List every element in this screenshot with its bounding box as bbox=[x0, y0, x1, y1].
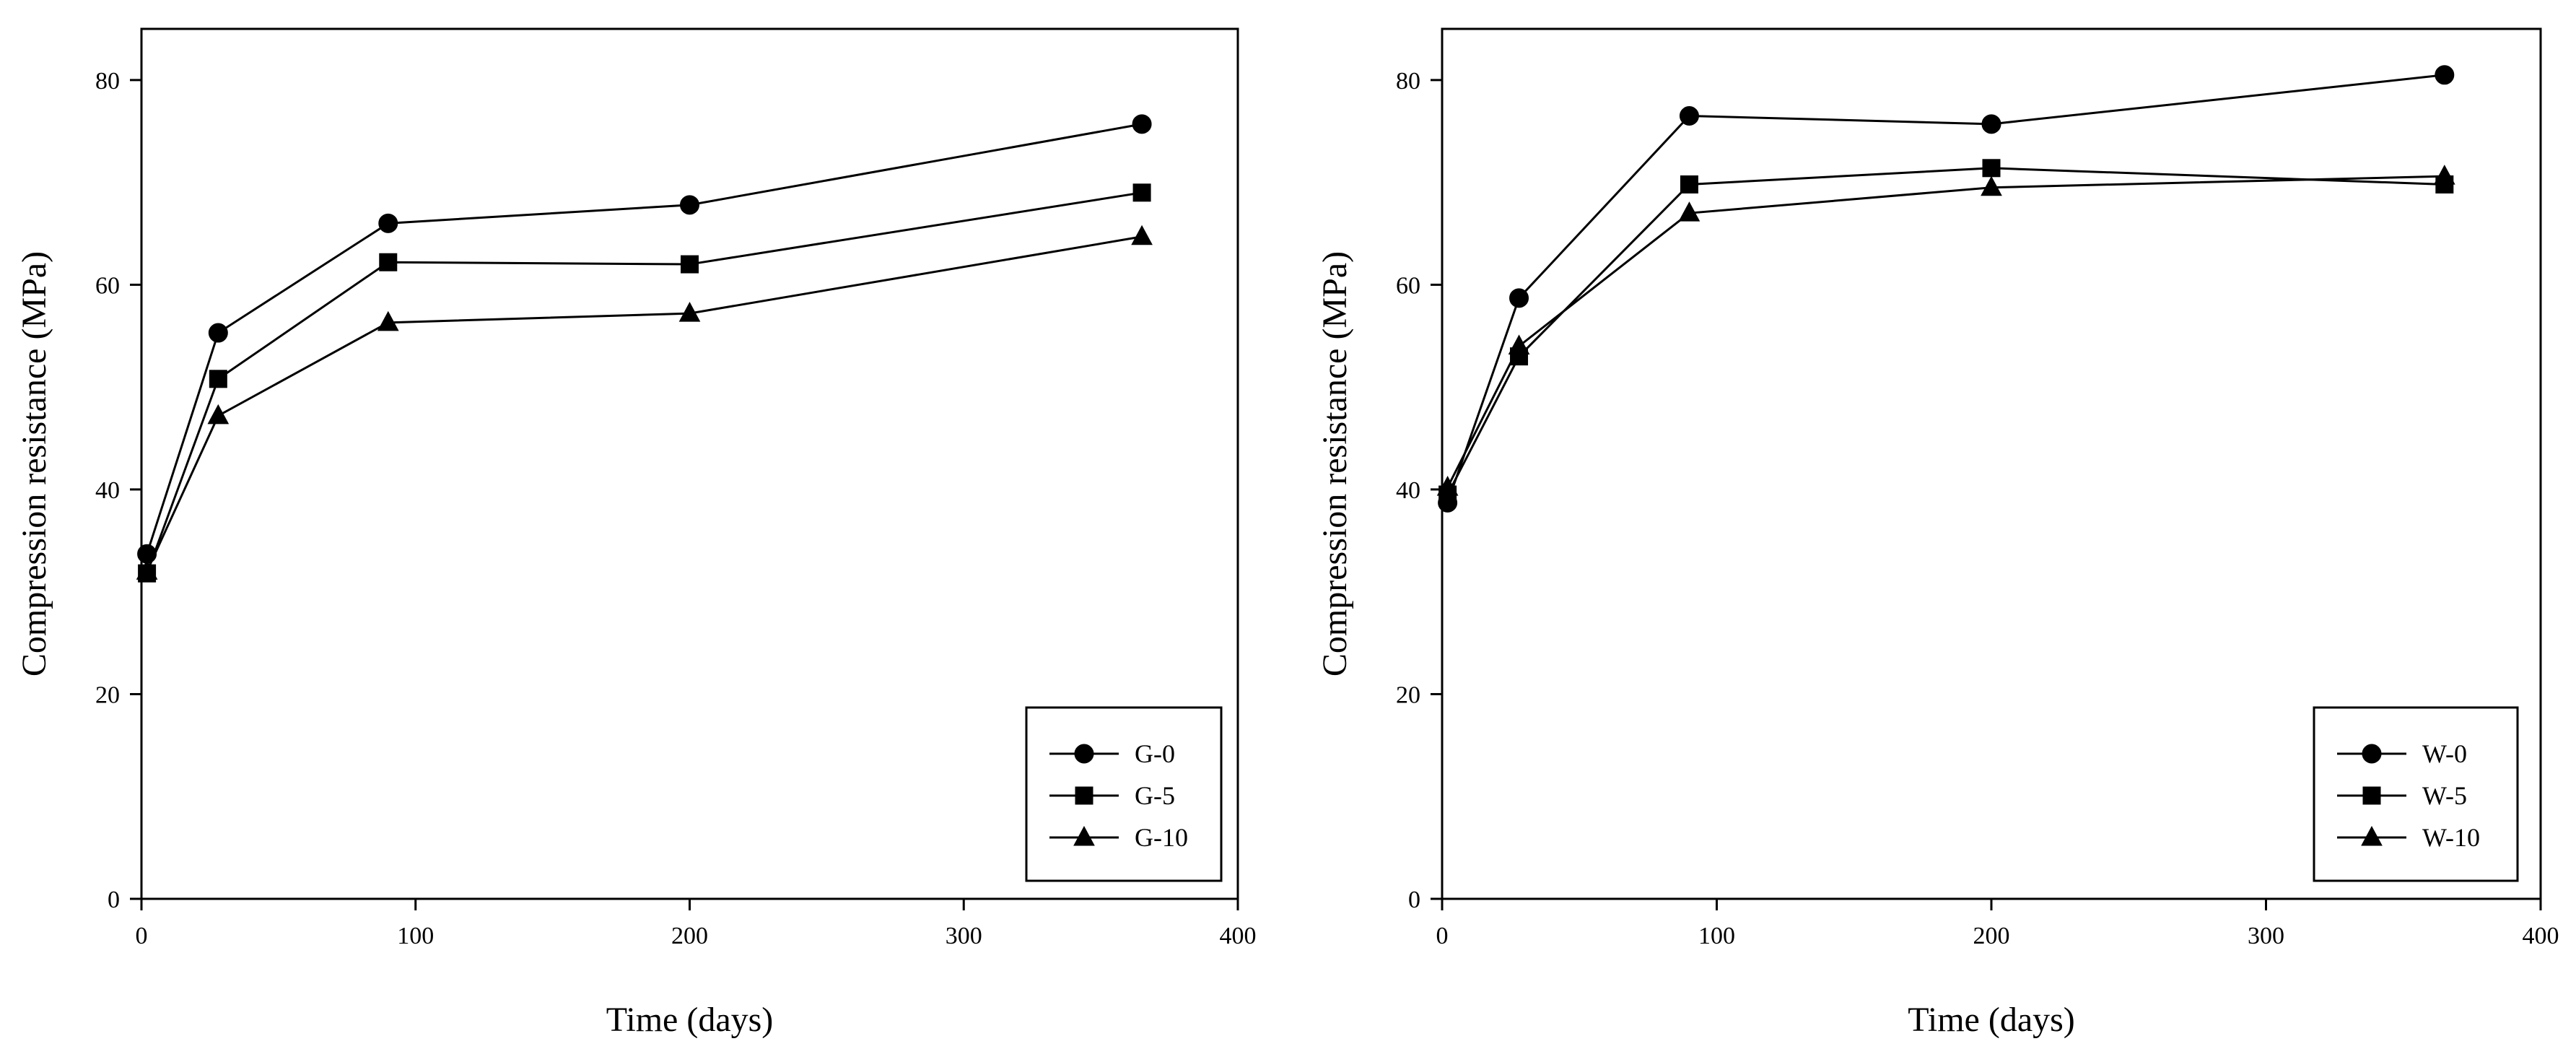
data-point-W-5 bbox=[1982, 159, 2001, 178]
x-tick-label: 300 bbox=[2248, 923, 2284, 949]
legend-label-G-5: G-5 bbox=[1135, 781, 1175, 810]
y-tick-label: 60 bbox=[1396, 272, 1420, 299]
y-tick-label: 40 bbox=[95, 477, 120, 504]
series-line-W-10 bbox=[1446, 175, 2445, 488]
x-tick-label: 0 bbox=[136, 923, 148, 949]
x-tick-label: 200 bbox=[1973, 923, 2010, 949]
x-tick-label: 0 bbox=[1436, 923, 1449, 949]
data-point-G-5 bbox=[379, 253, 398, 271]
data-point-G-0 bbox=[1132, 114, 1152, 134]
y-tick-label: 40 bbox=[1396, 477, 1420, 504]
legend-label-W-5: W-5 bbox=[2422, 781, 2467, 810]
series-line-G-0 bbox=[146, 123, 1143, 554]
y-tick-label: 80 bbox=[95, 68, 120, 95]
data-point-W-0 bbox=[1679, 106, 1699, 126]
legend-marker-G-5 bbox=[1075, 786, 1093, 805]
data-point-G-5 bbox=[209, 370, 227, 388]
data-point-W-10 bbox=[1678, 201, 1700, 222]
data-point-G-5 bbox=[1132, 183, 1151, 202]
data-point-G-0 bbox=[208, 323, 228, 343]
data-point-W-10 bbox=[1508, 334, 1530, 354]
data-point-G-10 bbox=[1131, 225, 1153, 245]
y-tick-label: 0 bbox=[108, 887, 120, 913]
data-point-G-0 bbox=[378, 213, 398, 233]
x-tick-label: 400 bbox=[2523, 923, 2559, 949]
data-point-W-10 bbox=[2433, 165, 2455, 185]
legend: W-0 W-5 W-10 bbox=[2313, 706, 2519, 882]
data-point-W-0 bbox=[1509, 288, 1529, 308]
data-point-W-0 bbox=[2435, 65, 2455, 85]
x-tick-label: 100 bbox=[1698, 923, 1735, 949]
x-tick-label: 100 bbox=[397, 923, 434, 949]
legend-marker-W-0 bbox=[2362, 744, 2382, 764]
series-line-G-10 bbox=[146, 235, 1143, 572]
legend-box bbox=[2313, 706, 2519, 882]
y-tick-label: 20 bbox=[1396, 682, 1420, 708]
y-tick-label: 60 bbox=[95, 272, 120, 299]
data-point-W-5 bbox=[1680, 175, 1698, 193]
x-tick-label: 200 bbox=[671, 923, 708, 949]
legend-label-W-0: W-0 bbox=[2422, 739, 2467, 768]
series-line-W-5 bbox=[1446, 167, 2445, 495]
series-line-G-5 bbox=[146, 191, 1143, 574]
chart-panel-2: 0 100 200 300 400 0 20 40 60 80 Time (days) Compres… bbox=[1316, 27, 2559, 1039]
y-tick-label: 20 bbox=[95, 682, 120, 708]
data-point-G-0 bbox=[680, 195, 699, 215]
legend: G-0 G-5 G-10 bbox=[1025, 706, 1223, 882]
data-point-G-5 bbox=[681, 255, 699, 274]
legend-box bbox=[1025, 706, 1223, 882]
legend-marker-W-5 bbox=[2362, 786, 2381, 805]
y-tick-label: 0 bbox=[1408, 887, 1420, 913]
legend-label-W-10: W-10 bbox=[2422, 823, 2480, 852]
legend-marker-G-0 bbox=[1074, 744, 1094, 764]
y-axis-title: Compression resistance (MPa) bbox=[15, 251, 53, 676]
x-axis-title: Time (days) bbox=[1908, 1001, 2075, 1039]
y-axis-title: Compression resistance (MPa) bbox=[1316, 251, 1354, 676]
data-point-W-0 bbox=[1981, 114, 2001, 134]
data-point-G-10 bbox=[136, 560, 158, 580]
data-point-G-10 bbox=[207, 404, 230, 425]
legend-label-G-10: G-10 bbox=[1135, 823, 1188, 852]
y-tick-label: 80 bbox=[1396, 68, 1420, 95]
data-point-W-10 bbox=[1981, 175, 2002, 196]
x-tick-label: 400 bbox=[1220, 923, 1257, 949]
x-tick-label: 300 bbox=[946, 923, 982, 949]
legend-marker-W-10 bbox=[2361, 825, 2383, 846]
legend-marker-G-10 bbox=[1073, 825, 1095, 846]
x-axis-title: Time (days) bbox=[606, 1001, 774, 1039]
series-line-W-0 bbox=[1446, 74, 2445, 503]
chart-panel-1: 0 100 200 300 400 0 20 40 60 80 Time (days) Compres… bbox=[15, 27, 1257, 1039]
legend-label-G-0: G-0 bbox=[1135, 739, 1175, 768]
data-point-G-10 bbox=[678, 302, 701, 322]
data-point-G-10 bbox=[377, 310, 399, 331]
data-point-W-10 bbox=[1436, 476, 1459, 496]
